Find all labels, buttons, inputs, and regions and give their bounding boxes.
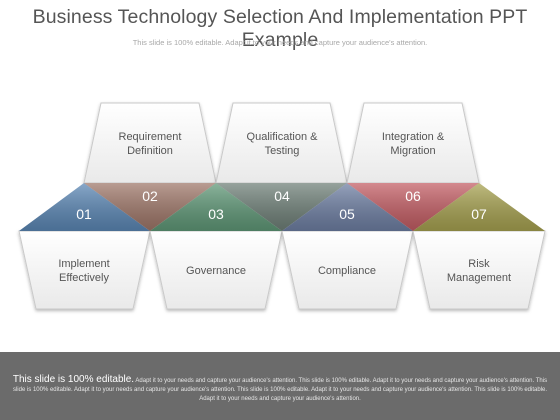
slide-subtitle: This slide is 100% editable. Adapt it to… bbox=[132, 38, 428, 47]
footer-body: Adapt it to your needs and capture your … bbox=[12, 378, 548, 402]
step-number-03: 03 bbox=[208, 206, 224, 222]
footer-lead: This slide is 100% editable. bbox=[12, 374, 135, 385]
slide-title: Business Technology Selection And Implem… bbox=[32, 6, 528, 51]
triangle-shade-07 bbox=[413, 183, 545, 231]
step-label-qualification-testing: Qualification & Testing bbox=[247, 131, 319, 157]
step-label-governance: Governance bbox=[186, 265, 246, 277]
step-label-risk-management: Risk Management bbox=[447, 258, 511, 284]
step-number-05: 05 bbox=[339, 206, 355, 222]
triangle-shade-06 bbox=[347, 183, 479, 231]
step-label-requirement-definition: Requirement Definition bbox=[119, 131, 182, 157]
triangle-shade-03 bbox=[150, 183, 282, 231]
step-label-integration-migration: Integration & Migration bbox=[382, 131, 445, 157]
process-diagram: 01 Implement Effectively 02 Requirement Defin… bbox=[18, 102, 546, 310]
triangle-shade-05 bbox=[282, 183, 413, 231]
step-number-04: 04 bbox=[274, 188, 290, 204]
step-number-02: 02 bbox=[142, 188, 158, 204]
panel-qualification-testing bbox=[215, 102, 348, 184]
triangle-shade-01 bbox=[19, 183, 150, 231]
step-number-01: 01 bbox=[76, 206, 92, 222]
footer-banner: This slide is 100% editable. Adapt it to… bbox=[0, 352, 560, 420]
step-number-06: 06 bbox=[405, 188, 421, 204]
triangle-shade-04 bbox=[216, 183, 347, 231]
step-label-compliance: Compliance bbox=[318, 265, 376, 277]
footer-text: This slide is 100% editable. Adapt it to… bbox=[10, 375, 550, 404]
panel-implement-effectively bbox=[18, 230, 151, 310]
panel-requirement-definition bbox=[83, 102, 217, 184]
panel-integration-migration bbox=[346, 102, 480, 184]
triangle-shade-02 bbox=[84, 183, 216, 231]
panel-risk-management bbox=[412, 230, 546, 310]
step-number-07: 07 bbox=[471, 206, 487, 222]
step-label-implement-effectively: Implement Effectively bbox=[58, 258, 109, 284]
